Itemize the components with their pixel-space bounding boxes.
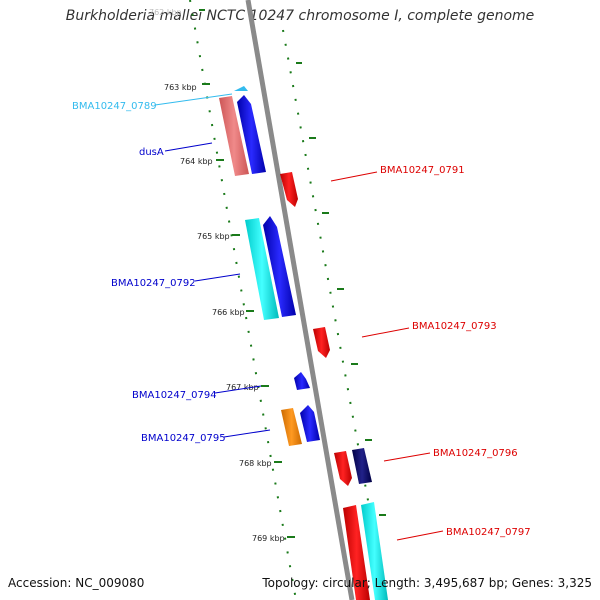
accession-text: Accession: NC_009080	[8, 576, 145, 590]
map-title: Burkholderia mallei NCTC 10247 chromosom…	[65, 8, 535, 24]
gene-label-BMA10247_0796[interactable]: BMA10247_0796	[433, 448, 518, 459]
gene-feature-0797-cyan[interactable]	[361, 502, 388, 600]
kbp-label: 762 kbp	[149, 8, 182, 17]
gene-feature-dusA[interactable]	[237, 95, 266, 174]
gene-feature-0789[interactable]	[234, 86, 248, 91]
kbp-label: 766 kbp	[212, 308, 245, 317]
kbp-ticks	[199, 9, 386, 538]
kbp-label: 767 kbp	[226, 383, 259, 392]
leader-line	[194, 273, 241, 282]
gene-feature-0797[interactable]	[343, 505, 370, 600]
gene-label-dusA[interactable]: dusA	[139, 147, 164, 158]
kbp-label: 768 kbp	[239, 459, 272, 468]
gene-label-BMA10247_0794[interactable]: BMA10247_0794	[132, 390, 217, 401]
leader-line	[361, 327, 410, 338]
gene-feature-0794[interactable]	[294, 372, 310, 390]
gene-feature-0792[interactable]	[263, 216, 296, 317]
kbp-label: 769 kbp	[252, 534, 285, 543]
leader-line	[383, 452, 431, 462]
gene-feature-0795[interactable]	[300, 405, 320, 442]
genome-summary-text: Topology: circular; Length: 3,495,687 bp…	[262, 576, 592, 590]
leader-line	[330, 171, 378, 182]
gene-feature-0791[interactable]	[280, 172, 298, 207]
gene-label-BMA10247_0795[interactable]: BMA10247_0795	[141, 433, 226, 444]
kbp-label: 763 kbp	[164, 83, 197, 92]
gene-label-BMA10247_0789[interactable]: BMA10247_0789	[72, 101, 157, 112]
gene-feature-0792-cyan[interactable]	[245, 218, 279, 320]
gene-feature-0796[interactable]	[334, 451, 352, 486]
leader-line	[214, 385, 262, 394]
gene-label-BMA10247_0793[interactable]: BMA10247_0793	[412, 321, 497, 332]
gene-label-BMA10247_0797[interactable]: BMA10247_0797	[446, 527, 531, 538]
leader-line	[164, 142, 213, 152]
leader-line	[154, 93, 233, 106]
gene-label-BMA10247_0791[interactable]: BMA10247_0791	[380, 165, 465, 176]
gene-feature-0793[interactable]	[313, 327, 330, 358]
kbp-label: 764 kbp	[180, 157, 213, 166]
gene-label-BMA10247_0792[interactable]: BMA10247_0792	[111, 278, 196, 289]
gene-feature-dusA-rrna[interactable]	[219, 96, 249, 176]
gene-feature-0796-navy[interactable]	[352, 448, 372, 484]
leader-line	[396, 530, 444, 541]
leader-line	[223, 429, 271, 438]
kbp-label: 765 kbp	[197, 232, 230, 241]
chromosome-backbone	[245, 0, 355, 600]
gene-feature-0795-orange[interactable]	[281, 408, 302, 446]
